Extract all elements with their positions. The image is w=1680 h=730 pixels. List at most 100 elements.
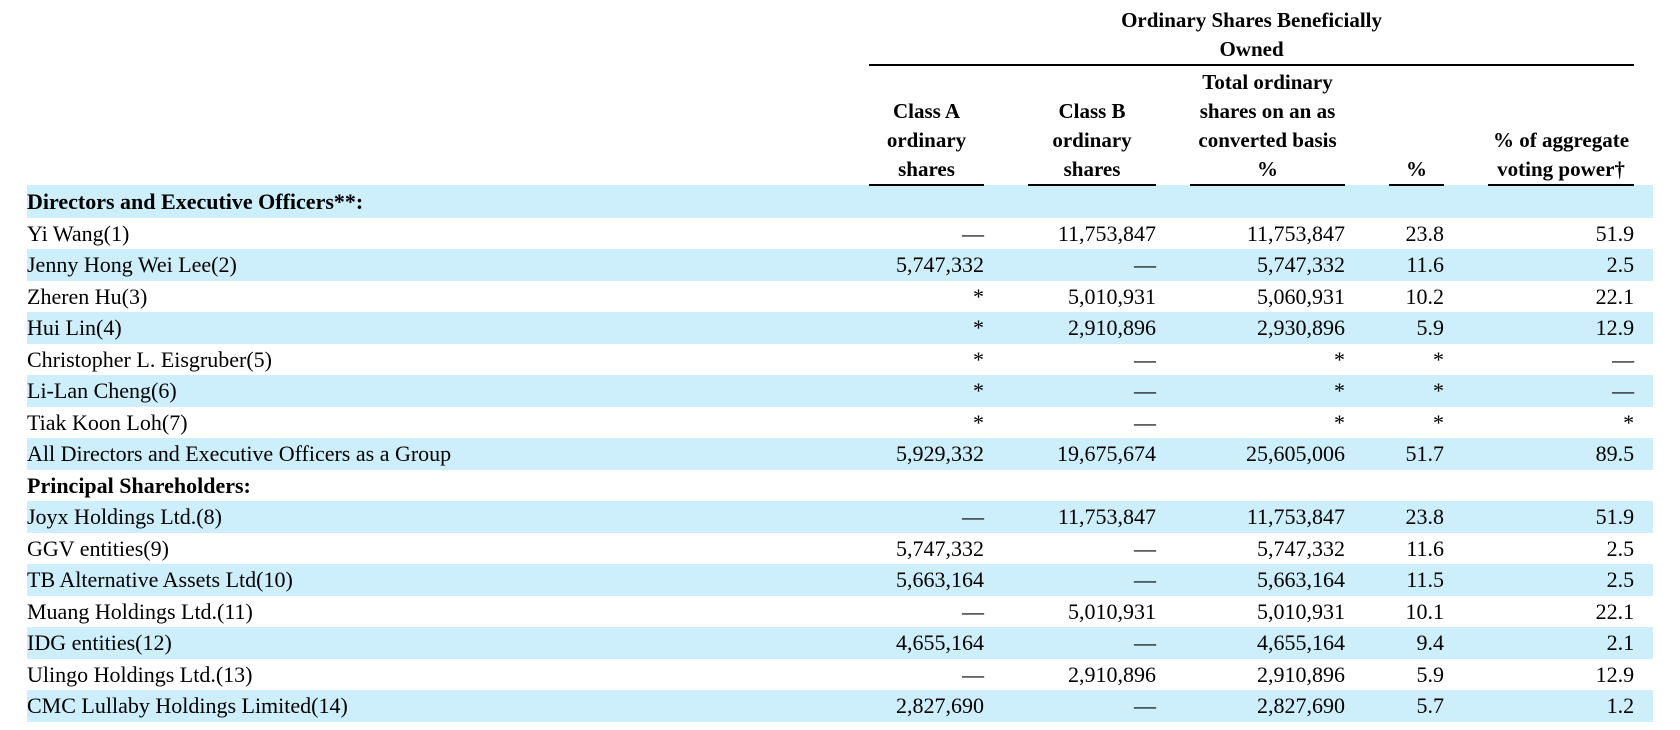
cell <box>1028 185 1156 218</box>
spacer <box>1156 218 1190 250</box>
spacer <box>1156 690 1190 722</box>
spacer <box>984 65 1028 185</box>
spacer <box>1156 564 1190 596</box>
cell: — <box>1488 375 1635 407</box>
cell: 89.5 <box>1488 438 1635 470</box>
column-header: % of aggregate voting power† <box>1488 65 1635 186</box>
cell: — <box>962 220 984 246</box>
spacer <box>1345 627 1389 659</box>
spacer <box>1444 375 1488 407</box>
spacer <box>1634 438 1654 470</box>
spacer <box>1634 470 1653 502</box>
spacer <box>1444 470 1488 502</box>
column-header: Class B ordinary shares <box>1028 65 1156 186</box>
cell: 5,010,931 <box>1257 598 1345 624</box>
cell: 2,910,896 <box>1257 661 1345 687</box>
spacer <box>1634 218 1653 250</box>
cell: * <box>1190 375 1345 407</box>
cell: 5,747,332 <box>1257 535 1345 561</box>
cell: 2,827,690 <box>1190 690 1345 722</box>
spacer <box>1156 344 1190 376</box>
data-row: Ulingo Holdings Ltd.(13) — 2,910,896 2,910,… <box>27 659 1653 691</box>
row-label: Tiak Koon Loh(7) <box>27 409 188 435</box>
cell: 9.4 <box>1389 627 1444 659</box>
cell: 2,930,896 <box>1190 312 1345 344</box>
spacer <box>1345 501 1389 533</box>
spacer <box>1444 564 1488 596</box>
cell: * <box>869 375 984 407</box>
spacer <box>1444 249 1488 281</box>
cell: 11.5 <box>1389 564 1444 596</box>
spacer <box>1156 659 1190 691</box>
spacer <box>27 65 869 185</box>
cell: 5,010,931 <box>1068 283 1156 309</box>
cell: 2.5 <box>1488 249 1635 281</box>
spacer <box>1345 690 1389 722</box>
cell: 5,747,332 <box>896 535 984 561</box>
spacer <box>984 470 1028 502</box>
spacer <box>1345 312 1389 344</box>
spacer <box>1444 312 1488 344</box>
row-label: Joyx Holdings Ltd.(8) <box>27 501 869 533</box>
data-row: Zheren Hu(3) * 5,010,931 5,060,931 10.2 22.1 <box>27 281 1653 313</box>
data-row: All Directors and Executive Officers as … <box>27 438 1654 470</box>
cell: — <box>1028 249 1156 281</box>
data-row: IDG entities(12) 4,655,164—4,655,164 9.4 2.… <box>27 627 1654 659</box>
cell: 5,060,931 <box>1257 283 1345 309</box>
spacer <box>1634 564 1654 596</box>
spacer <box>1156 501 1190 533</box>
spacer <box>1156 185 1190 218</box>
data-row: Christopher L. Eisgruber(5) * — * * — <box>27 344 1653 376</box>
cell: 11,753,847 <box>1190 501 1345 533</box>
cell: 2,910,896 <box>1068 661 1156 687</box>
spacer <box>1444 501 1488 533</box>
spacer <box>1156 596 1190 628</box>
cell: 51.9 <box>1595 220 1635 246</box>
spacer <box>1444 65 1488 185</box>
ownership-table: Ordinary Shares Beneficially Owned Class… <box>27 6 1654 722</box>
cell: * <box>1334 346 1345 372</box>
cell <box>1488 185 1635 218</box>
cell: 22.1 <box>1595 283 1635 309</box>
spacer <box>1634 501 1654 533</box>
cell: 5.9 <box>1389 312 1444 344</box>
spacer <box>1156 249 1190 281</box>
cell: 5,663,164 <box>1190 564 1345 596</box>
spacer <box>1634 690 1654 722</box>
column-header: Class A ordinary shares <box>869 65 984 186</box>
cell: 51.9 <box>1488 501 1635 533</box>
cell: — <box>1134 346 1156 372</box>
cell: — <box>869 501 984 533</box>
spacer <box>1444 533 1488 565</box>
section-row: Principal Shareholders: <box>27 470 1653 502</box>
row-label: GGV entities(9) <box>27 535 169 561</box>
cell: * <box>869 312 984 344</box>
cell: 2.1 <box>1488 627 1635 659</box>
spacer <box>1634 659 1653 691</box>
spacer <box>1444 627 1488 659</box>
cell: — <box>1028 690 1156 722</box>
spacer <box>1444 281 1488 313</box>
cell: 23.8 <box>1389 501 1444 533</box>
row-label: Muang Holdings Ltd.(11) <box>27 598 253 624</box>
data-row: Tiak Koon Loh(7) * — * * * <box>27 407 1653 439</box>
cell: 2.5 <box>1488 564 1635 596</box>
cell: 4,655,164 <box>1190 627 1345 659</box>
cell: 5,747,332 <box>1190 249 1345 281</box>
row-label: CMC Lullaby Holdings Limited(14) <box>27 690 869 722</box>
spacer <box>1634 596 1653 628</box>
spacer <box>1634 312 1654 344</box>
column-header: % <box>1389 65 1444 186</box>
row-label: All Directors and Executive Officers as … <box>27 438 869 470</box>
spacer <box>984 312 1028 344</box>
column-header: Total ordinary shares on an as converted… <box>1190 65 1345 186</box>
spacer <box>1345 249 1389 281</box>
spacer <box>1156 533 1190 565</box>
cell: 19,675,674 <box>1028 438 1156 470</box>
cell: 5,929,332 <box>869 438 984 470</box>
spacer <box>1634 281 1653 313</box>
spacer <box>1634 533 1653 565</box>
row-label: Christopher L. Eisgruber(5) <box>27 346 272 372</box>
spacer <box>984 627 1028 659</box>
